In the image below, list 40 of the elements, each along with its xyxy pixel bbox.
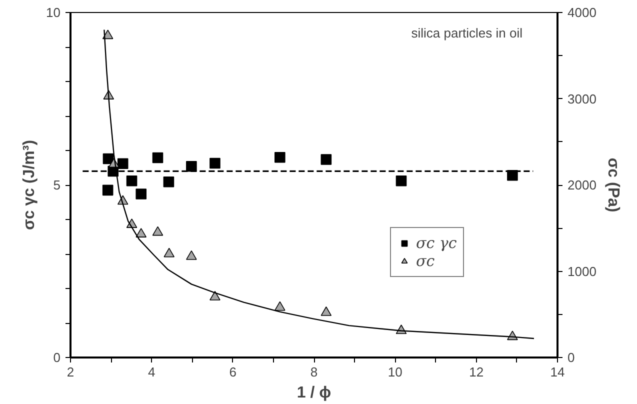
y-tick-label: 10 [46, 5, 61, 20]
point [163, 176, 174, 188]
point [102, 30, 114, 40]
point [210, 158, 220, 169]
point [136, 228, 147, 238]
y-tick-label: 0 [53, 350, 61, 365]
x-tick-label: 10 [388, 364, 402, 380]
point [126, 175, 138, 186]
x-tick-label: 4 [148, 364, 156, 380]
y-tick-label: 5 [53, 178, 61, 192]
point [102, 184, 114, 196]
legend-label: σc γc [416, 234, 457, 252]
y2-tick-label: 2000 [568, 178, 596, 192]
point [186, 160, 197, 172]
point [164, 248, 175, 258]
point [274, 301, 286, 311]
point [152, 152, 164, 164]
x-tick-label: 6 [229, 364, 236, 380]
point [117, 158, 128, 170]
point [320, 306, 332, 316]
legend-label: σc [416, 252, 436, 270]
x-tick-label: 14 [550, 364, 565, 380]
y-axis-title: σc γc (J/m³) [21, 140, 38, 230]
point [152, 226, 164, 236]
y2-axis-title: σc (Pa) [604, 158, 622, 212]
y2-tick-label: 0 [568, 350, 575, 365]
x-tick-label: 8 [310, 364, 318, 380]
point [136, 188, 147, 200]
x-axis-title: 1 / ϕ [296, 384, 332, 402]
x-tick-label: 2 [66, 364, 74, 380]
point [274, 152, 286, 163]
x-tick-label: 12 [469, 364, 484, 380]
point [396, 175, 407, 186]
y2-tick-label: 1000 [568, 264, 596, 279]
point [186, 250, 197, 260]
y2-tick-label: 4000 [568, 5, 596, 20]
annotation: silica particles in oil [411, 26, 523, 40]
point [320, 154, 332, 165]
y2-tick-label: 3000 [568, 91, 596, 106]
point [210, 290, 220, 300]
